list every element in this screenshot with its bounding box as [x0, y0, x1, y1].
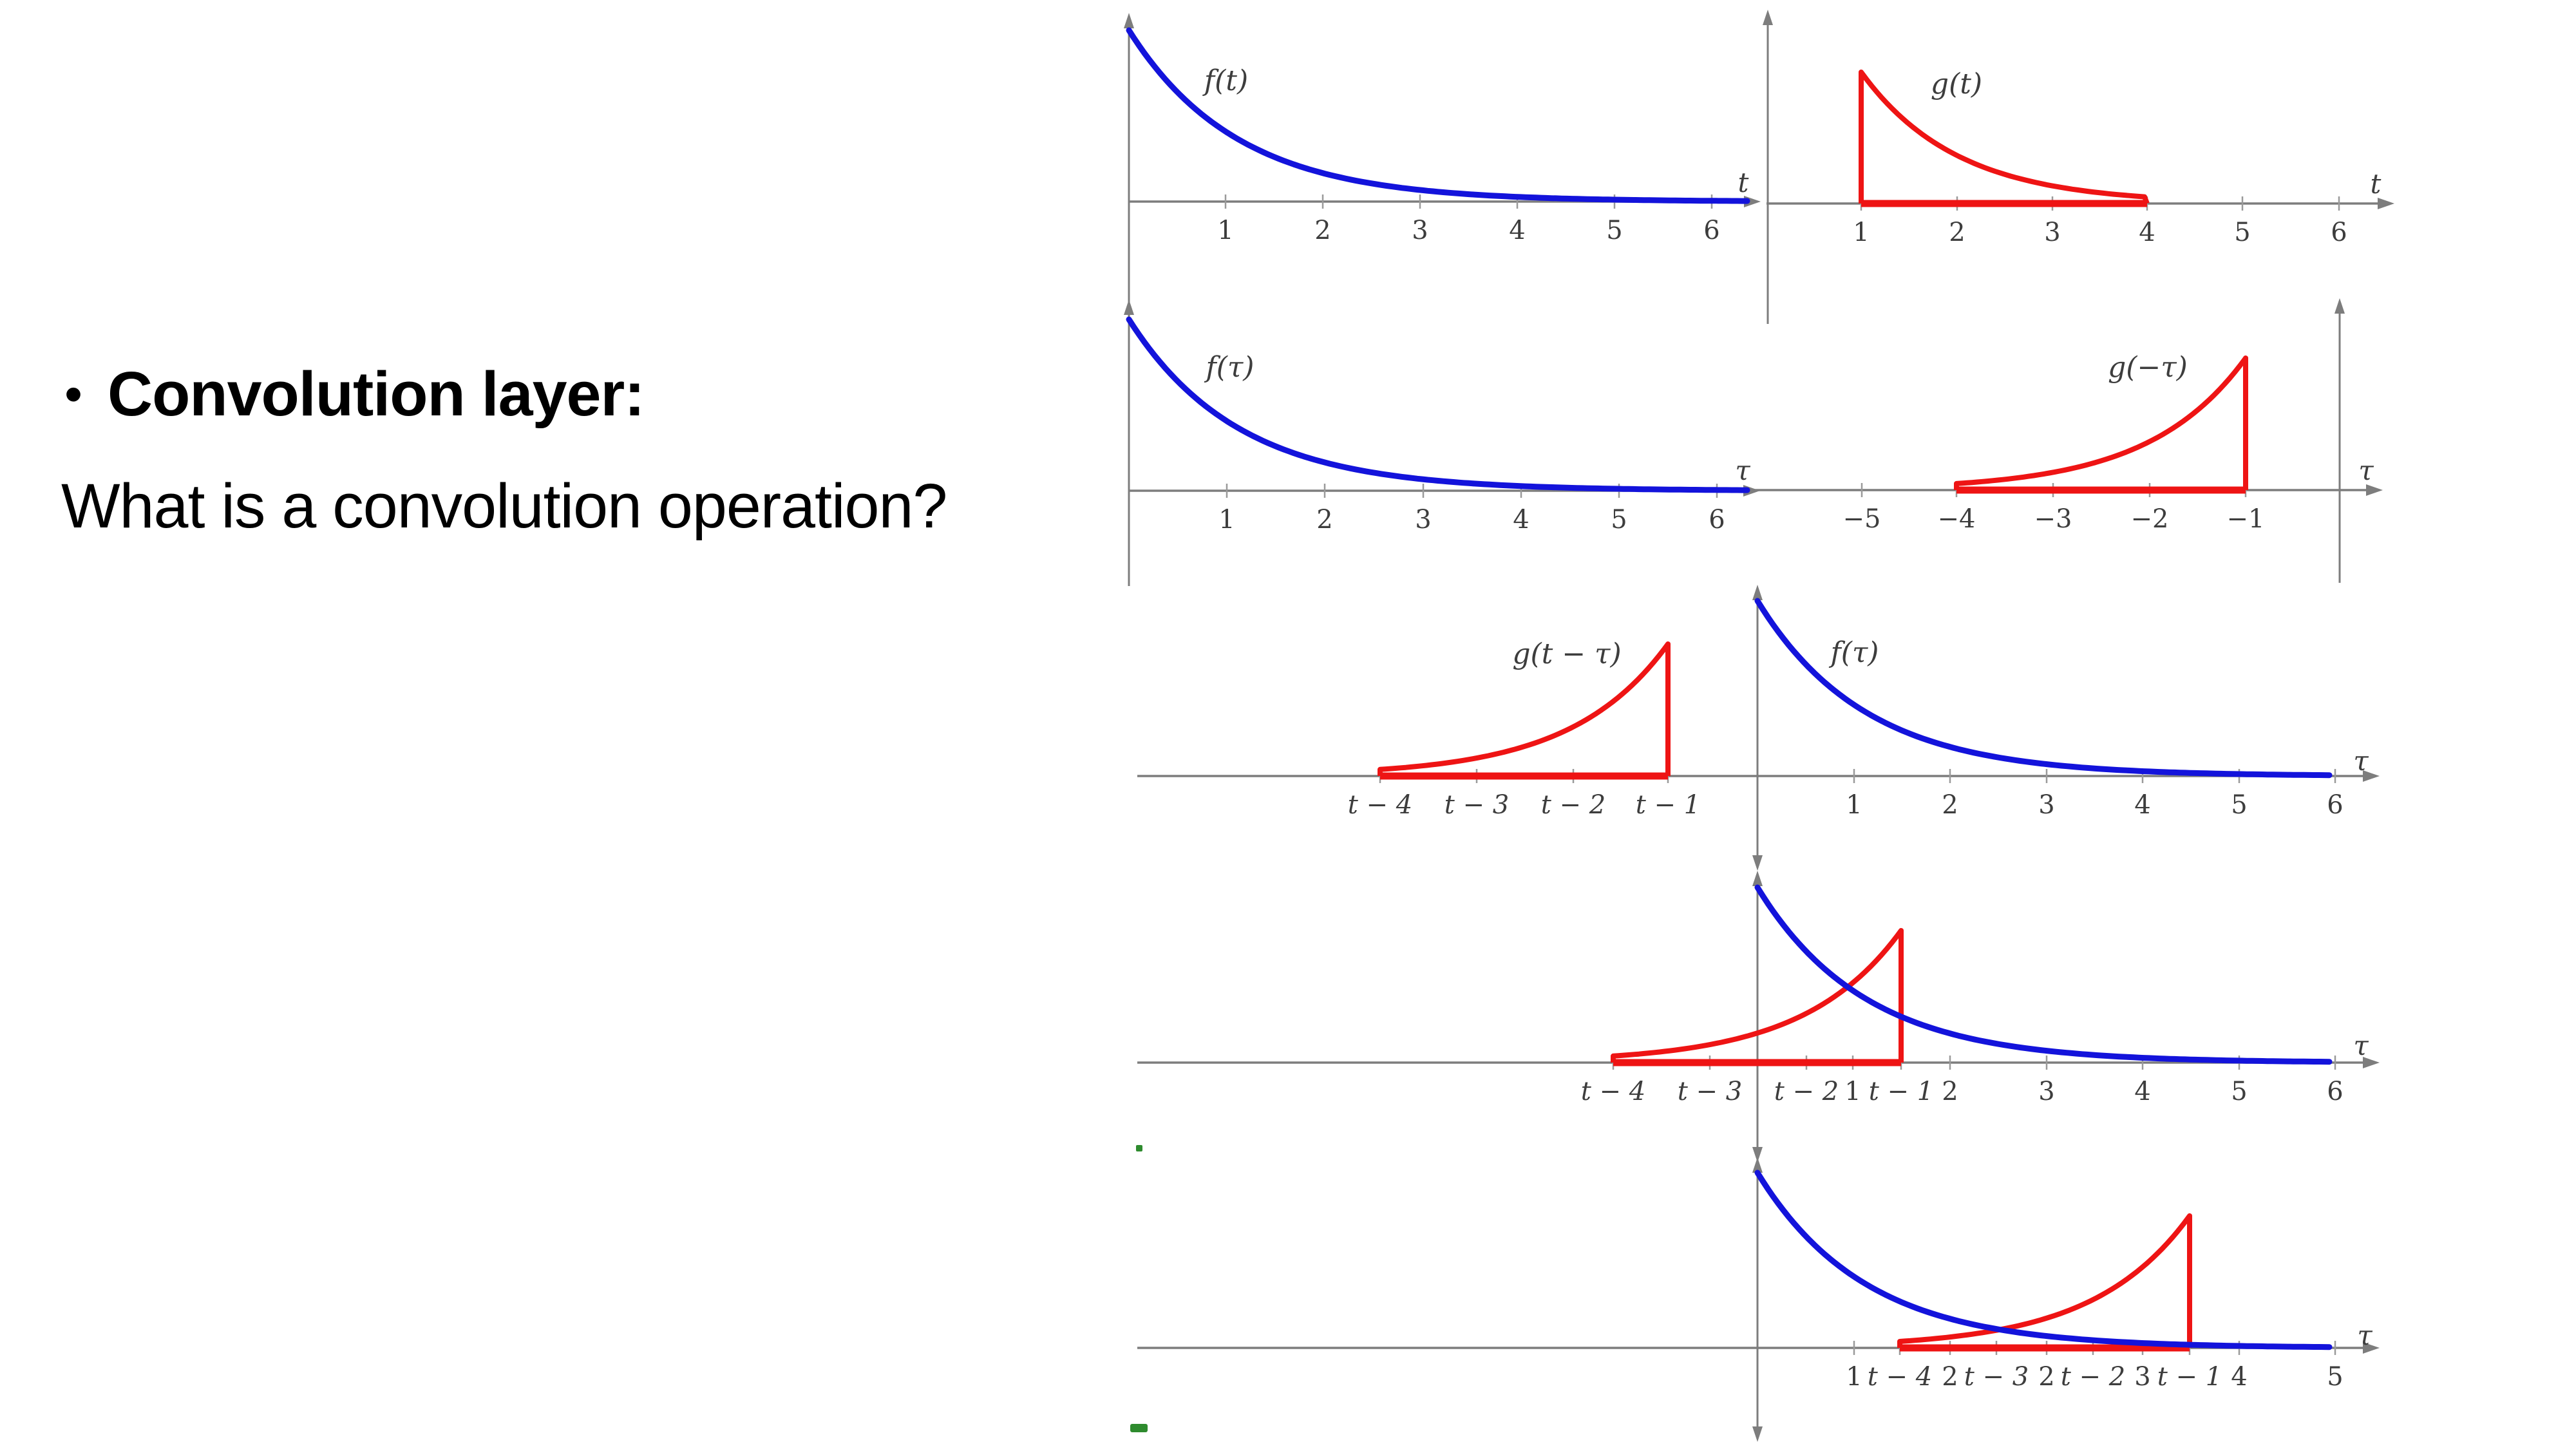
svg-text:6: 6	[2331, 218, 2347, 247]
svg-text:3: 3	[2038, 1077, 2054, 1106]
svg-text:1: 1	[1217, 216, 1233, 245]
svg-text:τ: τ	[2353, 1030, 2369, 1061]
svg-text:3: 3	[1412, 216, 1428, 245]
svg-text:f(τ): f(τ)	[1204, 351, 1255, 384]
svg-text:2: 2	[1314, 216, 1331, 245]
svg-text:t − 2: t − 2	[1774, 1077, 1839, 1106]
plot-f-of-t: 1 2 3 4 5 6t f(t)	[1124, 13, 1761, 324]
svg-text:6: 6	[2327, 1077, 2343, 1106]
svg-text:t: t	[1738, 167, 1749, 198]
bullet-marker: •	[64, 365, 82, 422]
svg-text:2: 2	[1942, 1077, 1958, 1106]
svg-text:5: 5	[2234, 218, 2250, 247]
svg-text:−5: −5	[1843, 504, 1881, 534]
svg-text:4: 4	[1513, 505, 1529, 535]
svg-text:g(−τ): g(−τ)	[2108, 351, 2188, 384]
svg-text:τ: τ	[1735, 455, 1750, 486]
svg-text:t: t	[2371, 168, 2382, 200]
plot-f-of-tau: 1 2 3 4 5 6τ f(τ)	[1124, 299, 1760, 586]
svg-text:2: 2	[1942, 1362, 1958, 1392]
svg-text:4: 4	[2134, 790, 2150, 820]
svg-text:t − 4: t − 4	[1348, 790, 1412, 820]
svg-text:−2: −2	[2131, 504, 2169, 534]
svg-text:4: 4	[2139, 218, 2155, 247]
svg-text:t − 1: t − 1	[1869, 1077, 1933, 1106]
svg-text:5: 5	[1611, 505, 1627, 535]
svg-text:t − 4: t − 4	[1581, 1077, 1645, 1106]
svg-text:τ: τ	[2358, 455, 2374, 486]
slide-title: Convolution layer:	[108, 359, 645, 429]
svg-text:t − 2: t − 2	[1541, 790, 1605, 820]
svg-text:2: 2	[1949, 218, 1965, 247]
svg-text:1: 1	[1844, 1077, 1861, 1106]
svg-text:−4: −4	[1938, 504, 1976, 534]
svg-text:4: 4	[2134, 1077, 2150, 1106]
svg-text:3: 3	[2044, 218, 2060, 247]
green-artifact-dash	[1130, 1424, 1148, 1432]
svg-text:4: 4	[1509, 216, 1525, 245]
plot-g-of-t: 1 2 3 4 5 6t g(t)	[1763, 10, 2394, 324]
svg-text:t − 3: t − 3	[1444, 790, 1509, 820]
svg-text:6: 6	[1703, 216, 1719, 245]
svg-text:f(τ): f(τ)	[1829, 636, 1879, 669]
svg-text:t − 1: t − 1	[2157, 1362, 2222, 1392]
svg-text:t − 2: t − 2	[2061, 1362, 2125, 1392]
svg-text:t − 3: t − 3	[1678, 1077, 1742, 1106]
svg-text:4: 4	[2231, 1362, 2247, 1392]
bullet-line: • Convolution layer:	[64, 358, 645, 430]
svg-text:1: 1	[1846, 790, 1862, 820]
svg-text:−3: −3	[2034, 504, 2072, 534]
svg-text:2: 2	[2038, 1362, 2054, 1392]
svg-text:τ: τ	[2357, 1320, 2372, 1351]
svg-text:3: 3	[2038, 790, 2054, 820]
svg-text:1: 1	[1853, 218, 1869, 247]
svg-text:−1: −1	[2227, 504, 2265, 534]
svg-text:5: 5	[1606, 216, 1622, 245]
svg-text:6: 6	[2327, 790, 2343, 820]
svg-text:5: 5	[2231, 790, 2247, 820]
svg-text:g(t): g(t)	[1931, 68, 1982, 100]
svg-text:2: 2	[1942, 790, 1958, 820]
svg-text:6: 6	[1709, 505, 1725, 535]
svg-text:g(t − τ): g(t − τ)	[1512, 638, 1621, 670]
green-artifact-dot	[1136, 1145, 1142, 1151]
svg-text:3: 3	[1415, 505, 1431, 535]
svg-text:5: 5	[2231, 1077, 2247, 1106]
plot-overlay-t0: t − 4 t − 3 t − 2 t − 1 1 2 3 4 5 6τ g(t − τ) f(τ)	[1137, 585, 2380, 871]
svg-text:1: 1	[1218, 505, 1235, 535]
plot-g-of-minus-tau: −5 −4 −3 −2 −1 τ g(−τ)	[1754, 298, 2383, 583]
svg-text:τ: τ	[2353, 745, 2369, 777]
svg-text:3: 3	[2134, 1362, 2150, 1392]
svg-text:2: 2	[1316, 505, 1332, 535]
svg-text:5: 5	[2327, 1362, 2343, 1392]
svg-text:f(t): f(t)	[1202, 64, 1248, 97]
svg-text:t − 4: t − 4	[1868, 1362, 1932, 1392]
svg-text:t − 1: t − 1	[1636, 790, 1700, 820]
svg-text:1: 1	[1846, 1362, 1862, 1392]
svg-text:t − 3: t − 3	[1964, 1362, 2029, 1392]
slide-question: What is a convolution operation?	[61, 471, 947, 541]
